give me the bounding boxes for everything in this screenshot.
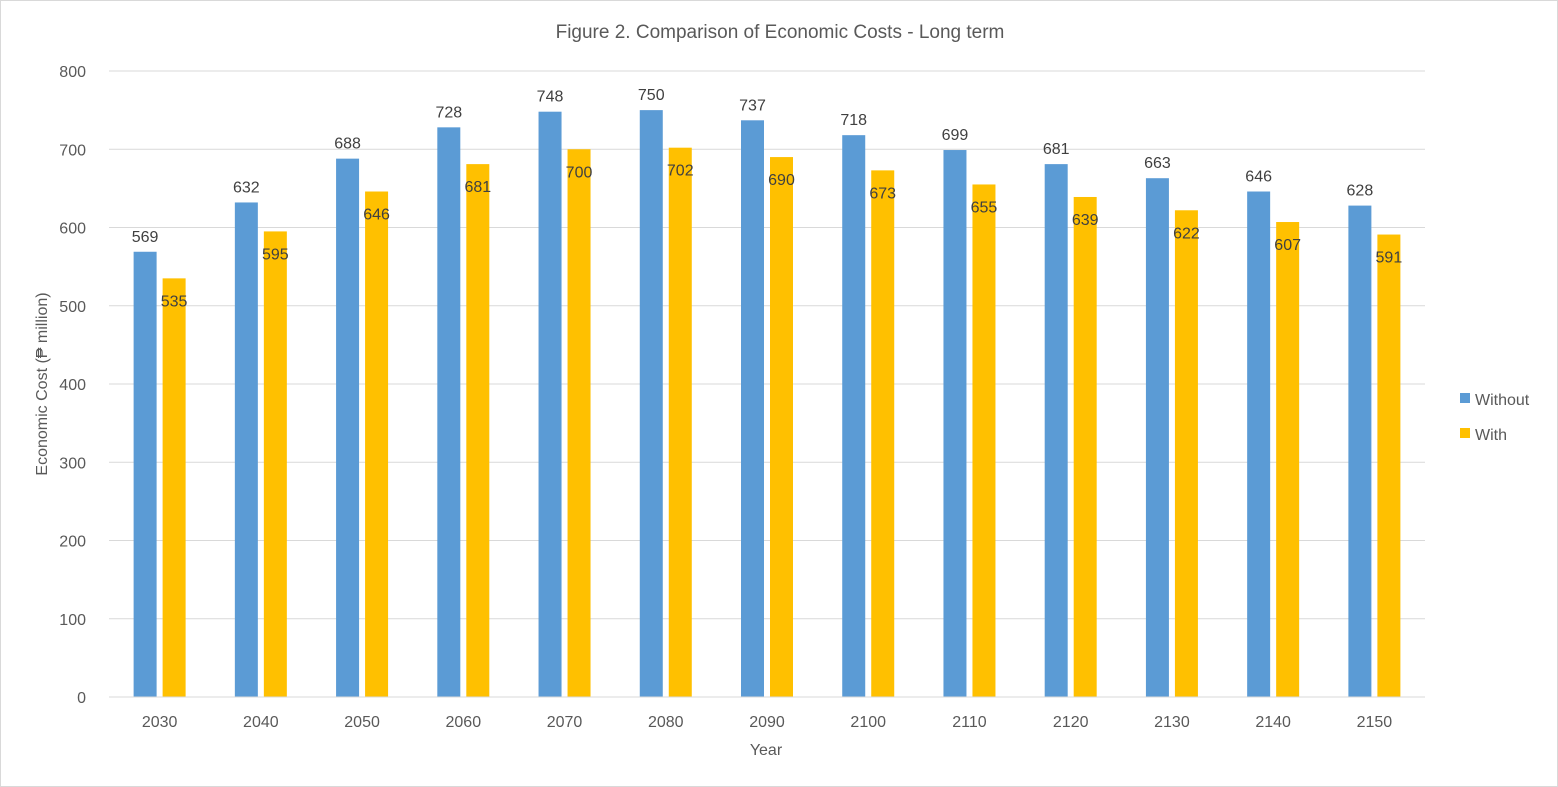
data-label-without-2030: 569	[132, 229, 159, 246]
data-label-with-2090: 690	[768, 172, 795, 189]
data-label-with-2130: 622	[1173, 225, 1200, 242]
bar-without-2080	[639, 110, 663, 697]
data-labels: 569 535 632 595 688 646 728 681 748 700 750 702 737 6…	[132, 87, 1403, 310]
data-label-with-2150: 591	[1376, 250, 1403, 267]
data-label-without-2070: 748	[537, 89, 564, 106]
data-label-with-2140: 607	[1274, 237, 1301, 254]
x-tick-label: 2150	[1357, 714, 1393, 731]
y-tick-label: 0	[77, 690, 86, 707]
bar-with-2150	[1377, 234, 1401, 698]
data-label-without-2140: 646	[1245, 169, 1272, 186]
x-axis-ticks: 2030 2040 2050 2060 2070 2080 2090 2100 2110 2120…	[142, 714, 1392, 731]
y-tick-label: 100	[59, 612, 86, 629]
data-label-with-2110: 655	[971, 199, 998, 216]
bar-with-2040	[263, 231, 287, 697]
x-tick-label: 2100	[850, 714, 886, 731]
bar-without-2130	[1145, 178, 1169, 697]
data-label-without-2130: 663	[1144, 155, 1171, 172]
bar-with-2060	[466, 164, 490, 697]
data-label-with-2120: 639	[1072, 212, 1099, 229]
bar-with-2140	[1276, 222, 1300, 697]
y-tick-label: 400	[59, 377, 86, 394]
bar-without-2110	[943, 150, 967, 698]
bar-with-2030	[162, 278, 186, 697]
bar-without-2150	[1348, 205, 1372, 697]
y-tick-label: 200	[59, 534, 86, 551]
y-tick-label: 600	[59, 221, 86, 238]
data-label-without-2150: 628	[1347, 183, 1374, 200]
y-tick-label: 300	[59, 455, 86, 472]
legend-swatch-with	[1460, 428, 1470, 438]
bar-without-2140	[1247, 191, 1271, 697]
data-label-without-2060: 728	[435, 104, 462, 121]
y-tick-label: 700	[59, 142, 86, 159]
data-label-with-2050: 646	[363, 207, 390, 224]
bar-with-2100	[871, 170, 895, 697]
legend-label-without: Without	[1475, 392, 1530, 409]
data-label-with-2100: 673	[869, 185, 896, 202]
bar-with-2120	[1073, 196, 1097, 698]
data-label-with-2080: 702	[667, 163, 694, 180]
y-tick-label: 800	[59, 64, 86, 81]
bar-without-2090	[741, 120, 764, 698]
x-axis-label: Year	[750, 742, 783, 759]
legend: Without With	[1460, 392, 1530, 444]
y-axis-ticks: 0 100 200 300 400 500 600 700 800	[59, 64, 86, 707]
bar-without-2100	[842, 135, 866, 698]
x-tick-label: 2080	[648, 714, 684, 731]
data-label-without-2050: 688	[334, 136, 361, 153]
data-label-without-2090: 737	[739, 97, 766, 114]
bar-with-2110	[972, 184, 996, 697]
data-label-without-2110: 699	[942, 127, 969, 144]
x-tick-label: 2130	[1154, 714, 1190, 731]
legend-swatch-without	[1460, 393, 1470, 403]
data-label-without-2040: 632	[233, 179, 260, 196]
x-tick-label: 2050	[344, 714, 380, 731]
data-label-with-2070: 700	[566, 164, 593, 181]
x-tick-label: 2110	[952, 714, 987, 731]
legend-label-with: With	[1475, 427, 1507, 444]
data-label-without-2080: 750	[638, 87, 665, 104]
data-label-with-2060: 681	[464, 179, 491, 196]
x-tick-label: 2040	[243, 714, 279, 731]
bar-without-2040	[234, 202, 258, 697]
bar-with-2080	[668, 147, 692, 697]
bar-without-2030	[133, 251, 157, 697]
chart-title: Figure 2. Comparison of Economic Costs -…	[556, 22, 1005, 43]
bar-without-2050	[336, 158, 360, 697]
y-tick-label: 500	[59, 299, 86, 316]
x-tick-label: 2090	[749, 714, 785, 731]
bars	[133, 110, 1401, 698]
x-tick-label: 2140	[1255, 714, 1291, 731]
x-tick-label: 2060	[446, 714, 482, 731]
data-label-without-2100: 718	[840, 112, 867, 129]
bar-without-2070	[538, 111, 562, 697]
bar-with-2090	[770, 157, 793, 697]
x-tick-label: 2030	[142, 714, 178, 731]
y-axis-label: Economic Cost (₱ million)	[34, 292, 51, 475]
gridlines	[109, 70, 1425, 620]
bar-with-2130	[1174, 210, 1198, 697]
bar-without-2060	[437, 127, 461, 698]
bar-with-2050	[365, 191, 389, 697]
bar-with-2070	[567, 149, 591, 697]
data-label-with-2040: 595	[262, 246, 289, 263]
data-label-with-2030: 535	[161, 293, 188, 310]
x-tick-label: 2070	[547, 714, 583, 731]
x-tick-label: 2120	[1053, 714, 1089, 731]
bar-without-2120	[1044, 164, 1068, 697]
data-label-without-2120: 681	[1043, 141, 1070, 158]
